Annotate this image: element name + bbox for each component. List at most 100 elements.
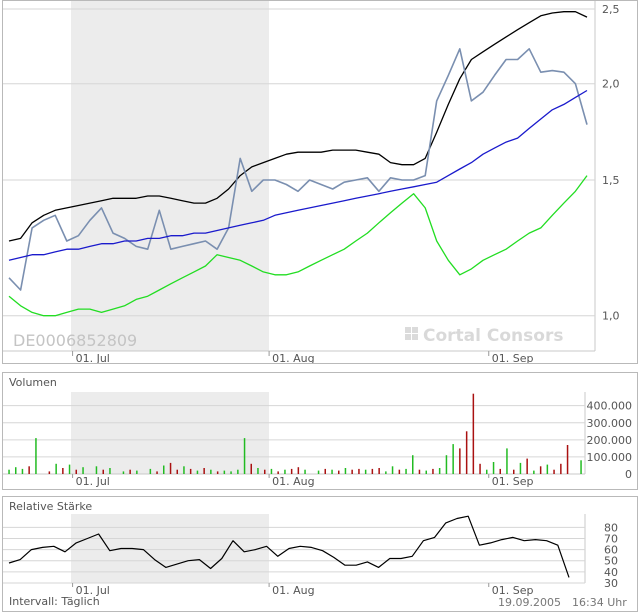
volume-bar xyxy=(196,470,199,474)
x-tick-label: 01. Jul xyxy=(76,584,110,597)
volume-bar xyxy=(465,431,468,474)
volume-bar xyxy=(102,469,104,474)
shaded-period xyxy=(71,514,269,583)
y-tick-label: 80 xyxy=(604,521,618,534)
volume-bar xyxy=(183,466,185,474)
volume-bar xyxy=(203,468,205,474)
volume-bar xyxy=(398,469,401,474)
volume-bar xyxy=(35,438,37,474)
volume-bar xyxy=(243,438,246,474)
rsi-series xyxy=(8,515,570,578)
volume-bar xyxy=(539,466,542,474)
y-tick-label: 1,0 xyxy=(602,310,620,323)
volume-bar xyxy=(230,471,232,474)
x-axis-labels: 01. Jul 01. Aug 01. Sep xyxy=(72,474,534,488)
y-tick-label: 60 xyxy=(604,544,618,557)
watermark: Cortal Consors xyxy=(405,326,563,346)
price-line xyxy=(8,47,588,291)
volume-bar xyxy=(28,466,30,474)
shaded-period xyxy=(71,392,269,474)
y-tick-label: 100.000 xyxy=(587,451,633,464)
volume-bars xyxy=(8,393,582,475)
volume-bar xyxy=(418,469,421,474)
volume-bar xyxy=(492,462,495,474)
rsi-line xyxy=(8,515,570,578)
y-tick-label: 400.000 xyxy=(587,400,633,413)
volume-bar xyxy=(270,468,273,474)
x-axis-labels: 01. Jul 01. Aug 01. Sep xyxy=(72,351,534,363)
volume-bar xyxy=(324,468,326,474)
volume-bar xyxy=(486,469,488,474)
volume-bar xyxy=(526,458,528,474)
volume-bar xyxy=(48,471,51,474)
footer-date: 19.09.2005 xyxy=(498,596,561,609)
x-tick-label: 01. Aug xyxy=(272,584,314,597)
volume-bar xyxy=(264,469,266,474)
volume-bar xyxy=(358,468,360,474)
y-tick-label: 200.000 xyxy=(587,434,633,447)
volume-bar xyxy=(149,468,152,474)
volume-bar xyxy=(317,470,320,474)
grid-lines xyxy=(3,526,585,584)
footer-time: 16:34 Uhr xyxy=(572,596,627,609)
volume-bar xyxy=(472,393,475,474)
volume-bar xyxy=(290,468,293,474)
volume-bar xyxy=(452,444,454,474)
volume-bar xyxy=(425,470,427,474)
middle-band-line xyxy=(8,89,588,261)
volume-bar xyxy=(297,467,300,474)
volume-bar xyxy=(385,471,387,474)
price-series xyxy=(8,11,588,317)
y-tick-label: 40 xyxy=(604,566,618,579)
y-tick-label: 70 xyxy=(604,532,618,545)
volume-bar xyxy=(378,468,380,474)
volume-bar xyxy=(122,471,125,474)
x-tick-label: 01. Sep xyxy=(492,475,534,488)
volume-bar xyxy=(237,469,239,474)
y-tick-label: 1,5 xyxy=(602,174,620,187)
price-chart: 1,0 1,5 2,0 2,5 01. Jul 01. Aug 01. Sep Corta… xyxy=(3,1,620,363)
price-chart-panel: 1,0 1,5 2,0 2,5 01. Jul 01. Aug 01. Sep Corta… xyxy=(2,0,638,364)
volume-bar xyxy=(304,469,306,474)
watermark-text: Cortal Consors xyxy=(423,326,563,346)
rsi-panel: Relative Stärke 30 40 50 60 70 80 01. Jul 01. … xyxy=(2,496,638,612)
volume-bar xyxy=(156,471,158,474)
volume-bar xyxy=(506,448,508,474)
volume-bar xyxy=(21,468,24,474)
x-axis-labels: 01. Jul 01. Aug 01. Sep xyxy=(72,583,533,597)
volume-bar xyxy=(257,468,259,474)
volume-bar xyxy=(75,469,77,474)
y-axis-labels: 0 100.000 200.000 300.000 400.000 xyxy=(587,400,633,481)
y-tick-label: 30 xyxy=(604,577,618,590)
x-tick-label: 01. Sep xyxy=(492,352,534,363)
volume-bar xyxy=(136,470,138,474)
volume-bar xyxy=(432,468,434,474)
lower-band-line xyxy=(8,175,588,317)
grid-lines xyxy=(3,8,595,317)
volume-bar xyxy=(8,469,10,474)
rsi-title: Relative Stärke xyxy=(9,500,92,513)
volume-bar xyxy=(176,469,178,474)
volume-bar xyxy=(163,465,165,474)
volume-bar xyxy=(189,468,192,474)
volume-bar xyxy=(553,469,555,474)
volume-bar xyxy=(499,468,501,474)
volume-bar xyxy=(546,464,549,474)
volume-chart: Volumen 0 100.000 200.000 300.000 400.000 01… xyxy=(3,376,633,488)
volume-bar xyxy=(580,460,582,474)
shaded-period xyxy=(71,1,269,351)
volume-bar xyxy=(364,469,367,474)
x-tick-label: 01. Aug xyxy=(272,352,314,363)
volume-bar xyxy=(223,470,226,474)
y-tick-label: 50 xyxy=(604,555,618,568)
volume-bar xyxy=(62,468,64,474)
volume-bar xyxy=(519,462,522,474)
y-axis-labels: 1,0 1,5 2,0 2,5 xyxy=(602,3,620,323)
volume-bar xyxy=(560,463,562,475)
volume-bar xyxy=(513,469,515,474)
x-tick-label: 01. Jul xyxy=(76,475,110,488)
isin-label: DE0006852809 xyxy=(13,331,137,350)
volume-bar xyxy=(344,468,347,474)
y-tick-label: 2,0 xyxy=(602,78,620,91)
